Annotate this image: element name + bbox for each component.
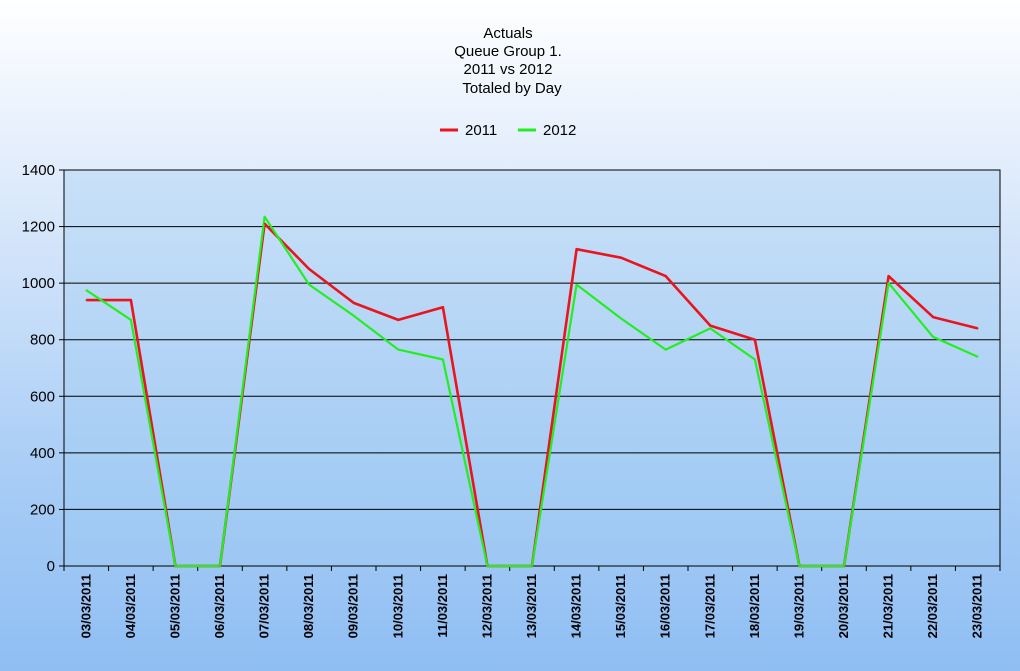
x-tick-label: 13/03/2011: [524, 574, 539, 638]
x-tick-label: 04/03/2011: [123, 574, 138, 638]
data-point-2011: [887, 275, 890, 277]
data-point-2011: [263, 222, 266, 225]
data-point-2012: [887, 282, 890, 284]
data-point-2012: [620, 317, 622, 320]
data-point-2012: [352, 314, 355, 317]
x-tick-label: 16/03/2011: [658, 574, 673, 638]
y-tick-label: 1000: [22, 275, 55, 292]
legend-label-2011: 2011: [465, 122, 497, 139]
data-point-2011: [352, 302, 355, 304]
data-point-2012: [843, 565, 845, 567]
data-point-2012: [174, 565, 177, 567]
y-tick-label: 1200: [22, 219, 55, 236]
data-point-2011: [664, 275, 667, 277]
data-point-2012: [397, 348, 400, 351]
x-tick-label: 03/03/2011: [78, 574, 93, 638]
data-point-2011: [130, 299, 132, 301]
data-point-2012: [932, 336, 934, 338]
data-point-2011: [85, 299, 88, 301]
data-point-2012: [754, 358, 756, 361]
legend: 2011 2012: [440, 122, 576, 139]
y-axis: 0 200 400 600 800 1000 1200 1400: [22, 162, 64, 575]
data-point-2012: [263, 215, 266, 218]
y-tick-label: 400: [30, 445, 55, 462]
data-point-2011: [397, 319, 400, 321]
x-tick-label: 07/03/2011: [257, 574, 272, 638]
x-tick-label: 11/03/2011: [435, 574, 450, 638]
data-point-2011: [575, 248, 578, 250]
data-point-2011: [620, 256, 622, 259]
data-point-2012: [664, 348, 667, 351]
plot-area: [63, 169, 1001, 567]
data-point-2012: [531, 565, 533, 567]
x-tick-label: 08/03/2011: [301, 574, 316, 638]
data-point-2011: [932, 316, 934, 318]
data-point-2012: [130, 319, 132, 321]
data-point-2012: [976, 355, 979, 358]
x-tick-label: 15/03/2011: [613, 574, 628, 638]
y-tick-label: 0: [47, 558, 55, 575]
legend-label-2012: 2012: [543, 122, 576, 139]
data-point-2012: [219, 565, 221, 567]
y-tick-label: 600: [30, 388, 55, 405]
data-point-2012: [486, 565, 489, 567]
data-point-2011: [709, 324, 712, 327]
chart-title: Actuals Queue Group 1. 2011 vs 2012 Tota…: [454, 25, 562, 97]
x-tick-label: 09/03/2011: [346, 574, 361, 638]
title-line-2: Queue Group 1.: [454, 43, 562, 60]
x-tick-label: 12/03/2011: [479, 574, 494, 638]
data-point-2011: [754, 338, 756, 341]
data-point-2012: [85, 289, 88, 292]
series-layer: [85, 215, 979, 568]
x-axis: 03/03/2011 04/03/2011 05/03/2011 06/03/2011…: [63, 566, 1001, 638]
x-tick-label: 05/03/2011: [167, 574, 182, 638]
data-point-2012: [442, 358, 444, 361]
data-point-2012: [709, 327, 712, 330]
x-tick-label: 20/03/2011: [836, 574, 851, 638]
data-point-2011: [442, 306, 444, 308]
x-tick-label: 18/03/2011: [747, 574, 762, 638]
data-point-2012: [798, 565, 801, 567]
y-tick-label: 1400: [22, 162, 55, 179]
title-line-4: Totaled by Day: [462, 80, 562, 97]
data-point-2012: [308, 283, 310, 286]
x-tick-label: 17/03/2011: [702, 574, 717, 638]
gridlines: [64, 226, 1000, 510]
x-tick-label: 22/03/2011: [925, 574, 940, 638]
x-tick-label: 23/03/2011: [970, 574, 985, 638]
data-point-2012: [575, 283, 578, 286]
x-tick-label: 06/03/2011: [212, 574, 227, 638]
x-tick-label: 10/03/2011: [390, 574, 405, 638]
title-line-3: 2011 vs 2012: [464, 61, 553, 78]
y-tick-label: 800: [30, 332, 55, 349]
x-tick-label: 19/03/2011: [791, 574, 806, 638]
x-tick-label: 21/03/2011: [881, 574, 896, 638]
title-line-1: Actuals: [483, 25, 532, 42]
y-tick-label: 200: [30, 501, 55, 518]
x-tick-label: 14/03/2011: [569, 574, 584, 638]
data-point-2011: [976, 327, 979, 330]
data-point-2011: [308, 268, 310, 270]
